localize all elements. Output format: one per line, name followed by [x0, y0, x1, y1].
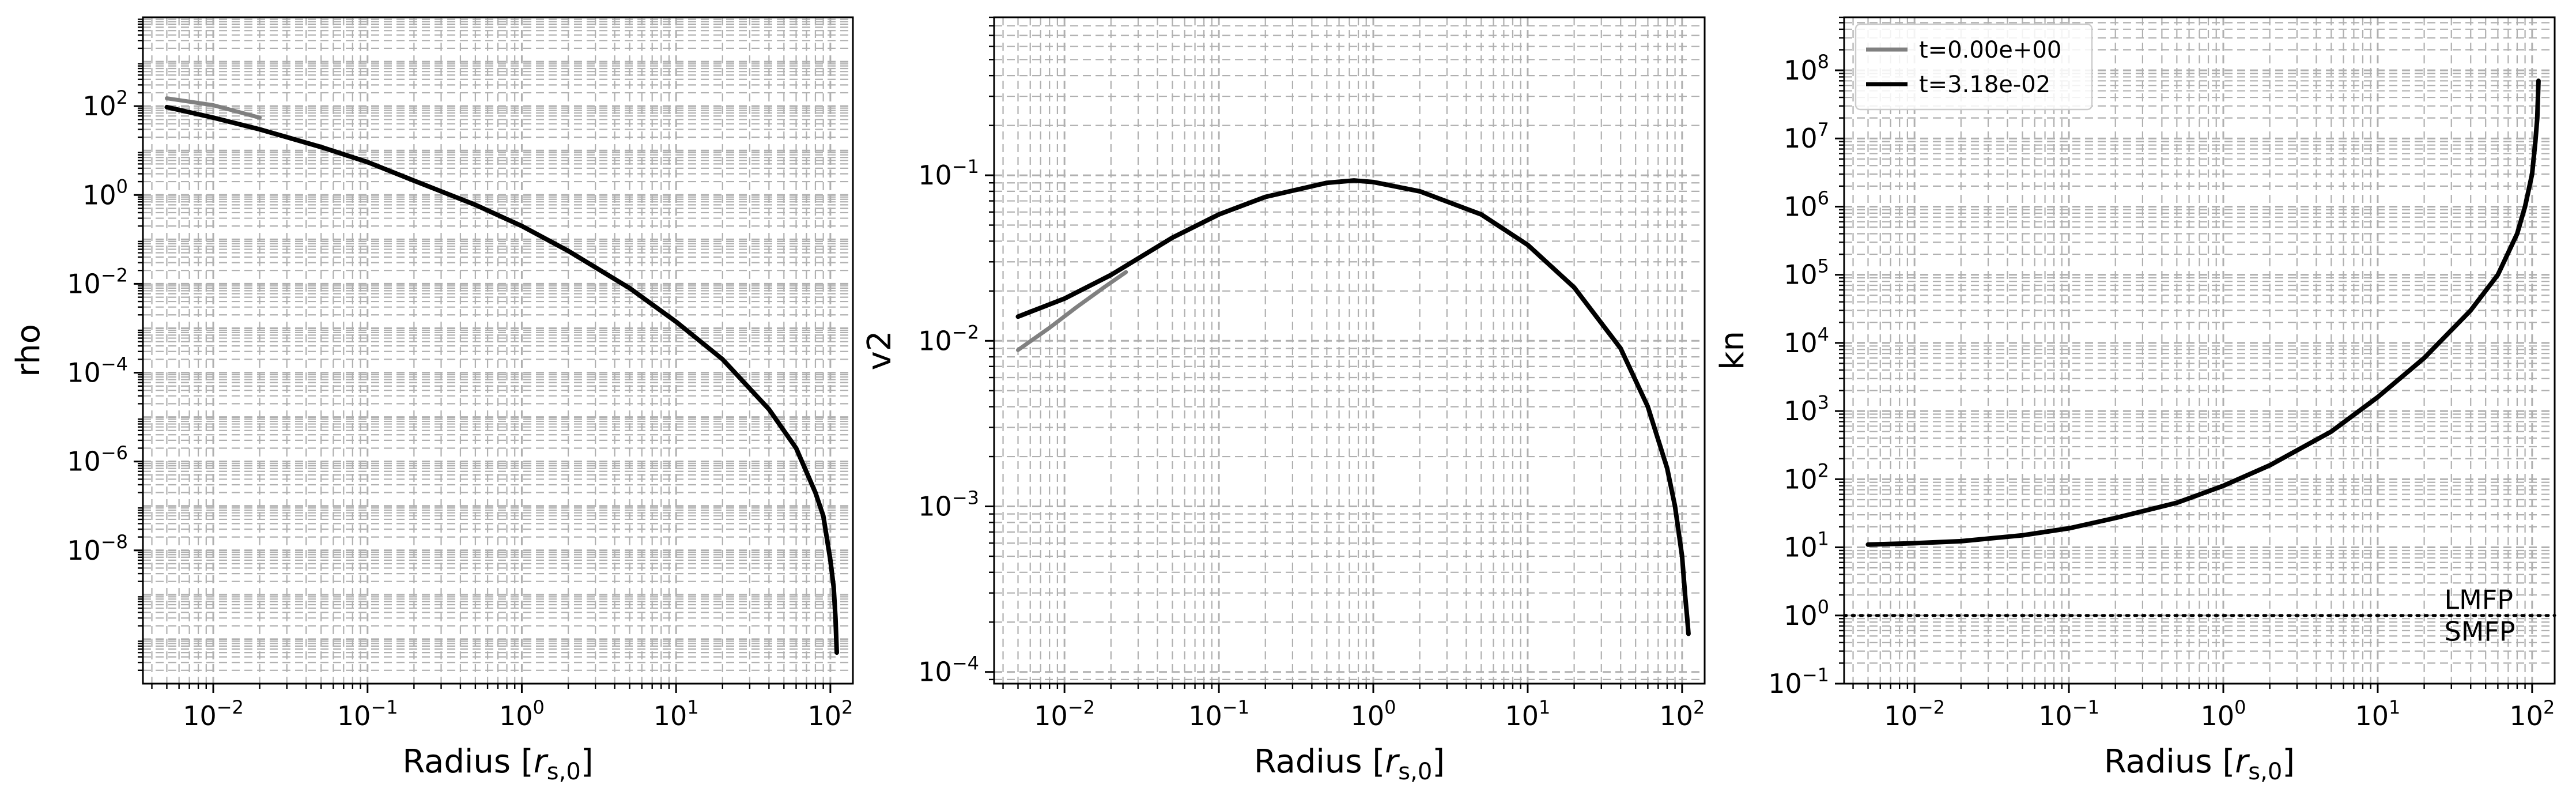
legend-label-final: t=3.18e-02: [1919, 71, 2050, 98]
x-tick-label: 102: [1659, 696, 1705, 731]
x-tick-label: 101: [2355, 696, 2400, 731]
y-tick-label: 107: [1784, 119, 1829, 154]
x-axis-label: Radius [rs,0]: [402, 743, 593, 785]
axes-frame: [993, 16, 1706, 685]
y-tick-label: 10−2: [67, 264, 128, 299]
y-tick-label: 10−8: [67, 531, 128, 566]
x-tick-label: 101: [654, 696, 699, 731]
subplot-v2: 10−2 10−1 100 101 102 10−1 10−2 10−3 10−4 Radius …: [861, 16, 1706, 785]
y-axis-label: v2: [861, 331, 898, 371]
y-tick-label: 104: [1784, 323, 1829, 359]
series-line-final: [164, 104, 839, 655]
y-tick-label: 10−3: [918, 487, 979, 522]
y-axis-label: rho: [10, 324, 47, 377]
x-tick-label: 101: [1505, 696, 1550, 731]
y-tick-label: 10−1: [1768, 664, 1829, 699]
x-tick-label: 10−1: [2038, 696, 2099, 731]
x-tick-label: 10−2: [183, 696, 244, 731]
y-tick-label: 103: [1784, 391, 1829, 427]
y-tick-label: 102: [1784, 459, 1829, 495]
legend: t=0.00e+00 t=3.18e-02: [1854, 23, 2093, 111]
x-tick-label: 102: [807, 696, 853, 731]
series-line-initial: [165, 96, 262, 120]
legend-frame: [1854, 23, 2093, 111]
y-tick-label: 10−4: [918, 653, 979, 688]
y-tick-label: 10−2: [918, 321, 979, 356]
y-tick-label: 10−1: [918, 156, 979, 191]
axes-frame: [142, 16, 854, 685]
y-tick-label: 106: [1784, 187, 1829, 222]
y-tick-label: 102: [82, 86, 128, 122]
y-tick-label: 100: [82, 175, 128, 210]
y-tick-label: 105: [1784, 255, 1829, 291]
legend-label-initial: t=0.00e+00: [1919, 37, 2061, 63]
x-tick-label: 100: [499, 696, 545, 731]
series-line-initial: [1016, 270, 1128, 352]
y-tick-label: 108: [1784, 51, 1829, 86]
axes-frame: [1843, 16, 2556, 685]
x-axis-label: Radius [rs,0]: [2104, 743, 2295, 785]
annotation-smfp: SMFP: [2444, 616, 2515, 647]
x-tick-label: 10−2: [1884, 696, 1945, 731]
series-line-final: [1865, 78, 2541, 547]
series-line-final: [1015, 178, 1691, 636]
x-tick-label: 100: [1351, 696, 1396, 731]
y-tick-label: 100: [1784, 596, 1829, 631]
subplot-rho: 10−2 10−1 100 101 102 102 100 10−2 10−4 10−6 10−8 R…: [10, 16, 854, 785]
x-tick-label: 10−1: [1188, 696, 1249, 731]
y-tick-label: 10−6: [67, 442, 128, 477]
y-tick-label: 101: [1784, 528, 1829, 563]
x-tick-label: 100: [2201, 696, 2246, 731]
y-tick-label: 10−4: [67, 353, 128, 389]
annotation-lmfp: LMFP: [2444, 584, 2513, 616]
grid: [1844, 16, 2555, 685]
x-tick-label: 102: [2509, 696, 2555, 731]
x-axis-label: Radius [rs,0]: [1254, 743, 1445, 785]
x-tick-label: 10−2: [1034, 696, 1095, 731]
y-axis-label: kn: [1714, 331, 1751, 370]
grid: [143, 16, 853, 685]
x-tick-label: 10−1: [337, 696, 398, 731]
